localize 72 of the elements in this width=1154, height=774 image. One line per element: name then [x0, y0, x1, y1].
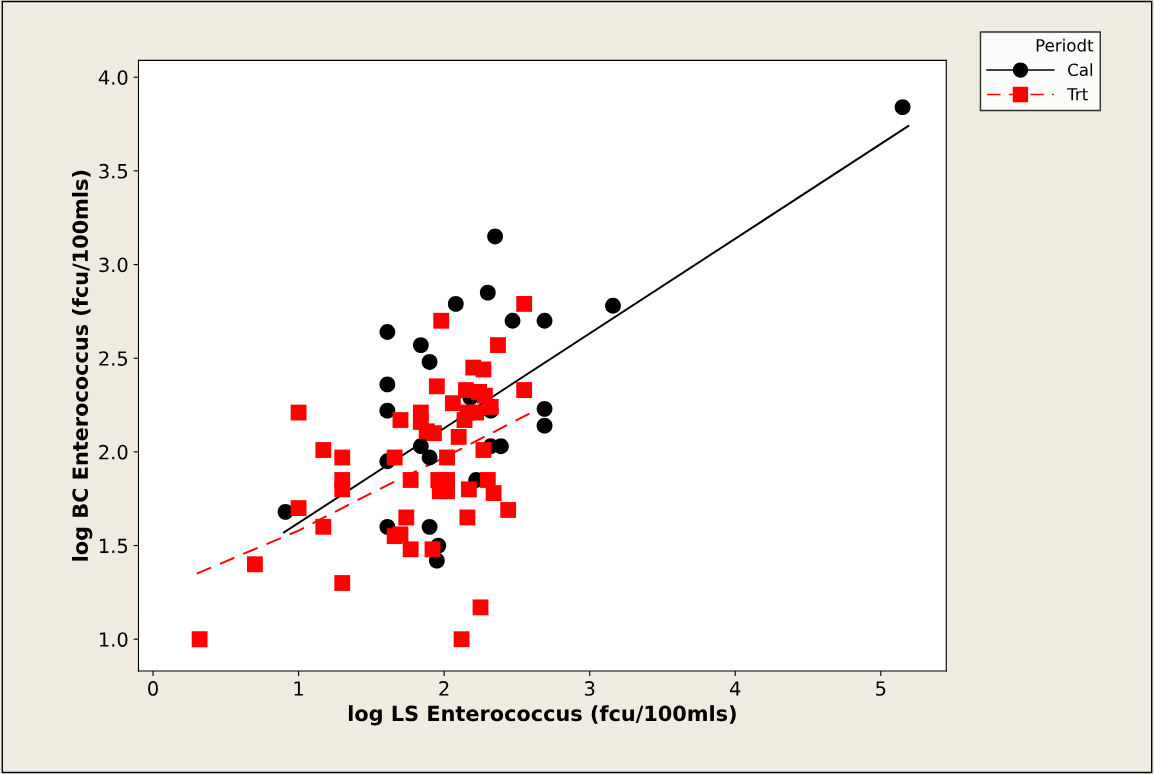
point: [475, 361, 492, 378]
point: [412, 438, 429, 455]
point: [433, 312, 450, 329]
point: [485, 485, 502, 502]
point: [459, 509, 476, 526]
point: [315, 442, 332, 458]
y-tick-label: 1.0: [99, 632, 128, 647]
point: [487, 228, 503, 245]
x-tick-label: 1: [294, 681, 303, 696]
x-tick-label: 2: [439, 681, 449, 696]
line-series: [195, 411, 533, 575]
point: [421, 449, 438, 466]
point: [290, 404, 307, 421]
point: [516, 382, 533, 398]
point: [402, 472, 419, 488]
x-tick-label: 3: [584, 681, 595, 696]
point: [536, 312, 553, 329]
point: [392, 412, 409, 428]
point: [450, 428, 467, 445]
point: [379, 376, 396, 393]
point: [460, 481, 477, 498]
point: [386, 449, 403, 466]
legend-label: Trt: [1067, 88, 1088, 101]
point: [334, 575, 351, 591]
point: [421, 354, 438, 370]
point: [334, 449, 351, 466]
y-tick-label: 1.5: [99, 538, 128, 554]
point: [379, 402, 396, 419]
point: [421, 518, 438, 535]
point: [424, 541, 441, 558]
point: [453, 631, 470, 648]
y-tick-label: 4.0: [98, 70, 128, 85]
y-axis-title: log BC Enterococcus (fcu/100mls): [71, 170, 93, 561]
point: [475, 442, 492, 458]
point: [504, 312, 521, 329]
x-tick-label: 0: [148, 681, 158, 696]
point: [428, 378, 445, 395]
point: [447, 295, 464, 312]
point: [439, 449, 455, 466]
point: [398, 509, 415, 526]
point: [290, 500, 307, 516]
x-axis-title: log LS Enterococcus (fcu/100mls): [348, 705, 736, 726]
point: [516, 295, 533, 312]
point: [247, 556, 263, 573]
point: [402, 541, 419, 558]
y-tick-label: 3.5: [99, 163, 128, 179]
point: [479, 284, 496, 301]
y-tick-label: 2.0: [99, 444, 128, 460]
point: [536, 417, 553, 434]
point: [379, 324, 396, 340]
point: [426, 425, 442, 442]
point: [500, 502, 517, 518]
x-tick-label: 4: [730, 681, 741, 696]
point: [439, 483, 455, 500]
legend-title: Periodt: [1036, 38, 1094, 52]
legend-label: Cal: [1068, 63, 1093, 77]
point: [444, 395, 461, 412]
point: [334, 481, 351, 498]
point: [482, 399, 499, 415]
point: [315, 518, 332, 535]
point: [605, 297, 621, 314]
y-tick-label: 2.5: [99, 351, 128, 366]
point: [536, 400, 553, 417]
point: [490, 337, 506, 354]
y-tick-label: 3.0: [99, 257, 128, 273]
point: [191, 631, 208, 648]
point: [894, 99, 911, 116]
point: [468, 404, 485, 421]
point: [472, 599, 489, 616]
x-tick-label: 5: [876, 681, 886, 696]
point: [392, 526, 409, 543]
point: [412, 337, 429, 354]
